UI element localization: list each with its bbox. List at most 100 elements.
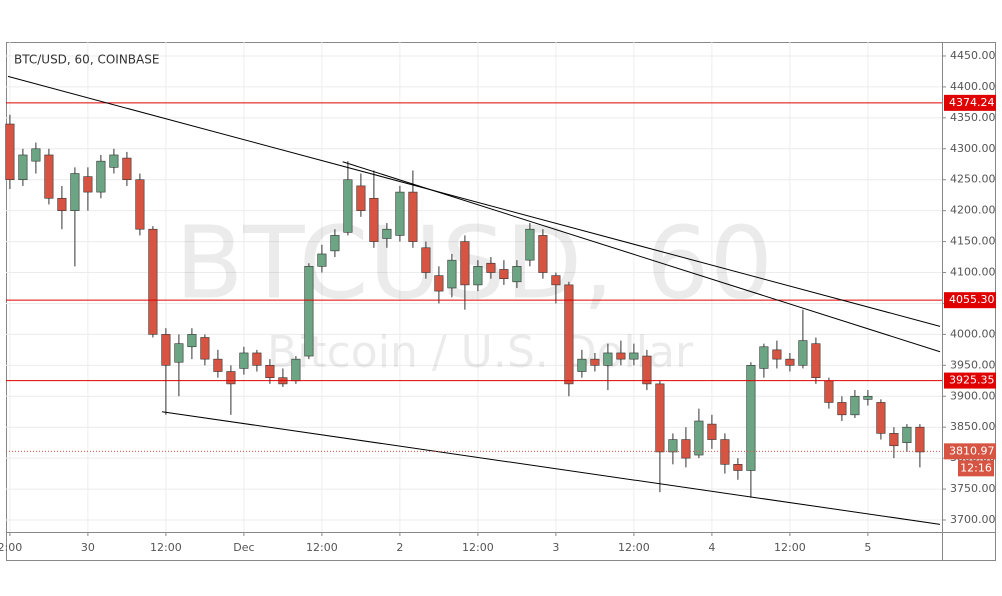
candle-body (525, 228, 535, 261)
candle-body (96, 160, 106, 193)
candle-body (460, 241, 470, 286)
y-tick-label: 4400.00 (950, 80, 996, 93)
candle-body (291, 358, 301, 382)
candle-body (512, 266, 522, 283)
candle-body (239, 352, 249, 369)
x-tick-label: 3 (552, 541, 559, 554)
x-tick-label: 5 (864, 541, 871, 554)
candle-body (850, 395, 860, 416)
level-label: 4374.24 (949, 96, 995, 109)
candle-body (551, 275, 561, 286)
x-tick-label: 12:00 (150, 541, 182, 554)
x-tick-label: Dec (233, 541, 254, 554)
candle-body (785, 358, 795, 366)
candle-body (499, 269, 509, 280)
candle-body (694, 420, 704, 456)
chart-title: BTC/USD, 60, COINBASE (14, 53, 159, 67)
candle-body (772, 349, 782, 360)
candle-body (5, 123, 15, 181)
last-price-label: 3810.97 (949, 444, 995, 457)
candle-body (564, 284, 574, 385)
candle-body (603, 352, 613, 366)
candle-body (70, 173, 80, 211)
candle-body (83, 176, 93, 193)
last-price-tag (944, 443, 996, 460)
candle-body (863, 395, 873, 400)
x-tick-label: 2:00 (0, 541, 22, 554)
x-tick-label: 2 (396, 541, 403, 554)
level-label: 3925.35 (949, 374, 995, 387)
y-tick-label: 3750.00 (950, 482, 996, 495)
candle-body (18, 154, 28, 181)
plot (5, 75, 942, 525)
candle-body (148, 228, 158, 335)
y-tick-label: 3950.00 (950, 358, 996, 371)
candle-body (759, 346, 769, 369)
candle-body (317, 253, 327, 267)
candle-body (590, 358, 600, 366)
x-tick-label: 4 (708, 541, 715, 554)
candle-body (538, 235, 548, 273)
candle-body (876, 402, 886, 434)
candle-body (421, 247, 431, 273)
candle-body (265, 365, 275, 378)
chart-frame (6, 42, 996, 561)
candle-body (616, 352, 626, 360)
candle-body (31, 148, 41, 162)
trend-line (342, 161, 941, 353)
candle-body (408, 191, 418, 242)
candle-body (161, 334, 171, 366)
y-tick-label: 3900.00 (950, 389, 996, 402)
candle-body (577, 358, 587, 372)
candle-body (642, 355, 652, 385)
y-tick-label: 4000.00 (950, 327, 996, 340)
candle-body (902, 426, 912, 443)
level-label: 4055.30 (949, 293, 995, 306)
candle-body (200, 337, 210, 360)
candle-body (122, 157, 132, 181)
candle-body (343, 179, 353, 233)
candle-body (824, 380, 834, 403)
y-tick-label: 4200.00 (950, 204, 996, 217)
candle-body (44, 154, 54, 199)
x-tick-label: 12:00 (306, 541, 338, 554)
candle-body (434, 275, 444, 292)
candle-body (837, 402, 847, 416)
x-tick-label: 12:00 (774, 541, 806, 554)
candle-body (486, 262, 496, 273)
candle-body (395, 191, 405, 236)
candle-body (473, 266, 483, 286)
y-tick-label: 4350.00 (950, 111, 996, 124)
candle-body (226, 371, 236, 385)
y-tick-label: 4250.00 (950, 173, 996, 186)
x-tick-label: 12:00 (618, 541, 650, 554)
y-tick-label: 4150.00 (950, 235, 996, 248)
candle-body (369, 197, 379, 242)
y-tick-label: 4100.00 (950, 266, 996, 279)
candle-body (187, 334, 197, 348)
y-tick-label: 4300.00 (950, 142, 996, 155)
candle-body (720, 439, 730, 465)
candle-body (213, 358, 223, 372)
candle-body (811, 343, 821, 378)
candle-body (915, 426, 925, 453)
candle-body (668, 439, 678, 453)
level-tag (944, 292, 996, 309)
candle-body (746, 365, 756, 471)
x-tick-label: 12:00 (462, 541, 494, 554)
y-tick-label: 4450.00 (950, 49, 996, 62)
candle-body (356, 185, 366, 211)
y-tick-label: 3850.00 (950, 420, 996, 433)
watermark: BTCUSD, 60 (175, 204, 773, 321)
trend-line (161, 411, 941, 525)
candle-body (330, 235, 340, 252)
level-tag (944, 94, 996, 111)
candle-body (707, 423, 717, 440)
candle-body (798, 340, 808, 366)
candle-body (304, 266, 314, 357)
candle-body (57, 197, 67, 211)
candle-body (889, 433, 899, 447)
candle-body (733, 464, 743, 471)
trend-line (7, 75, 941, 327)
